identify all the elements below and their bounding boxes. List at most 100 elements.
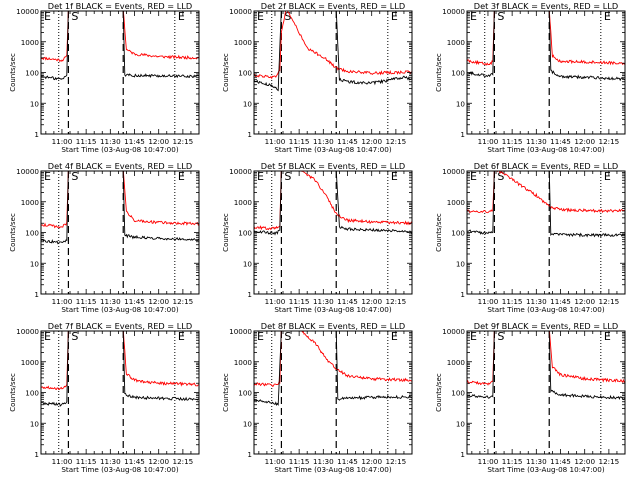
events-line: [254, 11, 412, 92]
lld-line: [254, 11, 412, 80]
x-tick-label: 12:00: [148, 137, 169, 146]
x-tick-label: 11:45: [124, 457, 145, 466]
region-label: E: [257, 170, 264, 183]
y-tick-label: 1: [34, 130, 39, 139]
events-line: [254, 171, 412, 236]
y-tick-label: 1: [34, 290, 39, 299]
y-tick-label: 100: [25, 389, 39, 398]
y-tick-label: 1: [247, 130, 252, 139]
panel-title: Det 8f BLACK = Events, RED = LLD: [261, 321, 405, 331]
y-tick-label: 100: [238, 69, 252, 78]
x-tick-label: 12:15: [599, 457, 620, 466]
y-tick-label: 100: [451, 69, 465, 78]
panel-title: Det 7f BLACK = Events, RED = LLD: [48, 321, 192, 331]
y-tick-label: 10: [243, 259, 253, 268]
region-label: E: [44, 170, 51, 183]
y-tick-label: 1000: [447, 358, 466, 367]
x-tick-label: 11:30: [526, 137, 547, 146]
events-line: [41, 331, 199, 407]
x-tick-label: 11:00: [265, 297, 286, 306]
x-tick-label: 11:30: [526, 297, 547, 306]
panel-title: Det 4f BLACK = Events, RED = LLD: [48, 161, 192, 171]
events-line: [41, 171, 199, 245]
x-tick-label: 11:15: [76, 137, 97, 146]
y-tick-label: 10000: [442, 7, 465, 16]
region-label: E: [178, 330, 185, 343]
x-tick-label: 11:00: [265, 457, 286, 466]
y-tick-label: 1: [460, 450, 465, 459]
events-line: [467, 171, 625, 238]
region-label: E: [391, 10, 398, 23]
y-tick-label: 100: [25, 69, 39, 78]
y-tick-label: 10: [30, 419, 40, 428]
x-tick-label: 11:15: [289, 137, 310, 146]
x-tick-label: 11:45: [124, 137, 145, 146]
x-tick-label: 11:30: [526, 457, 547, 466]
y-tick-label: 1000: [234, 198, 253, 207]
y-axis-label: Counts/sec: [435, 213, 443, 252]
x-tick-label: 11:15: [289, 457, 310, 466]
region-label: E: [257, 330, 264, 343]
y-tick-label: 10: [243, 419, 253, 428]
region-label: E: [178, 170, 185, 183]
region-label: E: [470, 10, 477, 23]
x-tick-label: 12:15: [386, 457, 407, 466]
x-tick-label: 12:15: [173, 137, 194, 146]
x-tick-label: 12:00: [574, 137, 595, 146]
x-tick-label: 11:00: [478, 137, 499, 146]
y-tick-label: 10: [456, 259, 466, 268]
x-axis-label: Start Time (03-Aug-08 10:47:00): [487, 305, 604, 314]
x-axis-label: Start Time (03-Aug-08 10:47:00): [487, 465, 604, 474]
region-label: E: [391, 170, 398, 183]
lld-line: [41, 171, 199, 229]
x-tick-label: 12:00: [361, 297, 382, 306]
lld-line: [467, 171, 625, 214]
y-tick-label: 10: [30, 259, 40, 268]
x-tick-label: 12:15: [599, 297, 620, 306]
region-label: E: [604, 170, 611, 183]
y-axis-label: Counts/sec: [222, 213, 230, 252]
x-tick-label: 11:30: [100, 137, 121, 146]
y-tick-label: 1000: [21, 358, 40, 367]
y-tick-label: 10000: [229, 327, 252, 336]
x-tick-label: 11:15: [502, 297, 523, 306]
region-label: S: [284, 170, 291, 183]
x-tick-label: 11:00: [52, 137, 73, 146]
region-label: E: [604, 10, 611, 23]
region-label: S: [497, 170, 504, 183]
x-tick-label: 11:45: [337, 297, 358, 306]
y-tick-label: 1: [460, 130, 465, 139]
region-label: S: [284, 330, 291, 343]
y-tick-label: 10000: [16, 167, 39, 176]
x-tick-label: 11:15: [502, 457, 523, 466]
x-tick-label: 11:45: [124, 297, 145, 306]
y-tick-label: 1000: [234, 358, 253, 367]
region-label: E: [470, 330, 477, 343]
x-tick-label: 12:00: [361, 457, 382, 466]
x-tick-label: 11:00: [478, 457, 499, 466]
y-axis-label: Counts/sec: [9, 213, 17, 252]
y-tick-label: 10000: [229, 167, 252, 176]
panel-title: Det 6f BLACK = Events, RED = LLD: [474, 161, 618, 171]
region-label: E: [178, 10, 185, 23]
y-tick-label: 1: [247, 290, 252, 299]
region-label: S: [497, 10, 504, 23]
x-tick-label: 12:00: [574, 297, 595, 306]
region-label: S: [284, 10, 291, 23]
x-tick-label: 11:15: [76, 457, 97, 466]
x-axis-label: Start Time (03-Aug-08 10:47:00): [274, 145, 391, 154]
x-tick-label: 12:15: [386, 137, 407, 146]
y-axis-label: Counts/sec: [222, 53, 230, 92]
y-tick-label: 1: [247, 450, 252, 459]
panel-title: Det 2f BLACK = Events, RED = LLD: [261, 1, 405, 11]
region-label: E: [604, 330, 611, 343]
x-tick-label: 11:30: [313, 137, 334, 146]
x-tick-label: 11:15: [289, 297, 310, 306]
panel-title: Det 3f BLACK = Events, RED = LLD: [474, 1, 618, 11]
y-tick-label: 100: [451, 229, 465, 238]
x-tick-label: 12:00: [361, 137, 382, 146]
y-tick-label: 100: [25, 229, 39, 238]
